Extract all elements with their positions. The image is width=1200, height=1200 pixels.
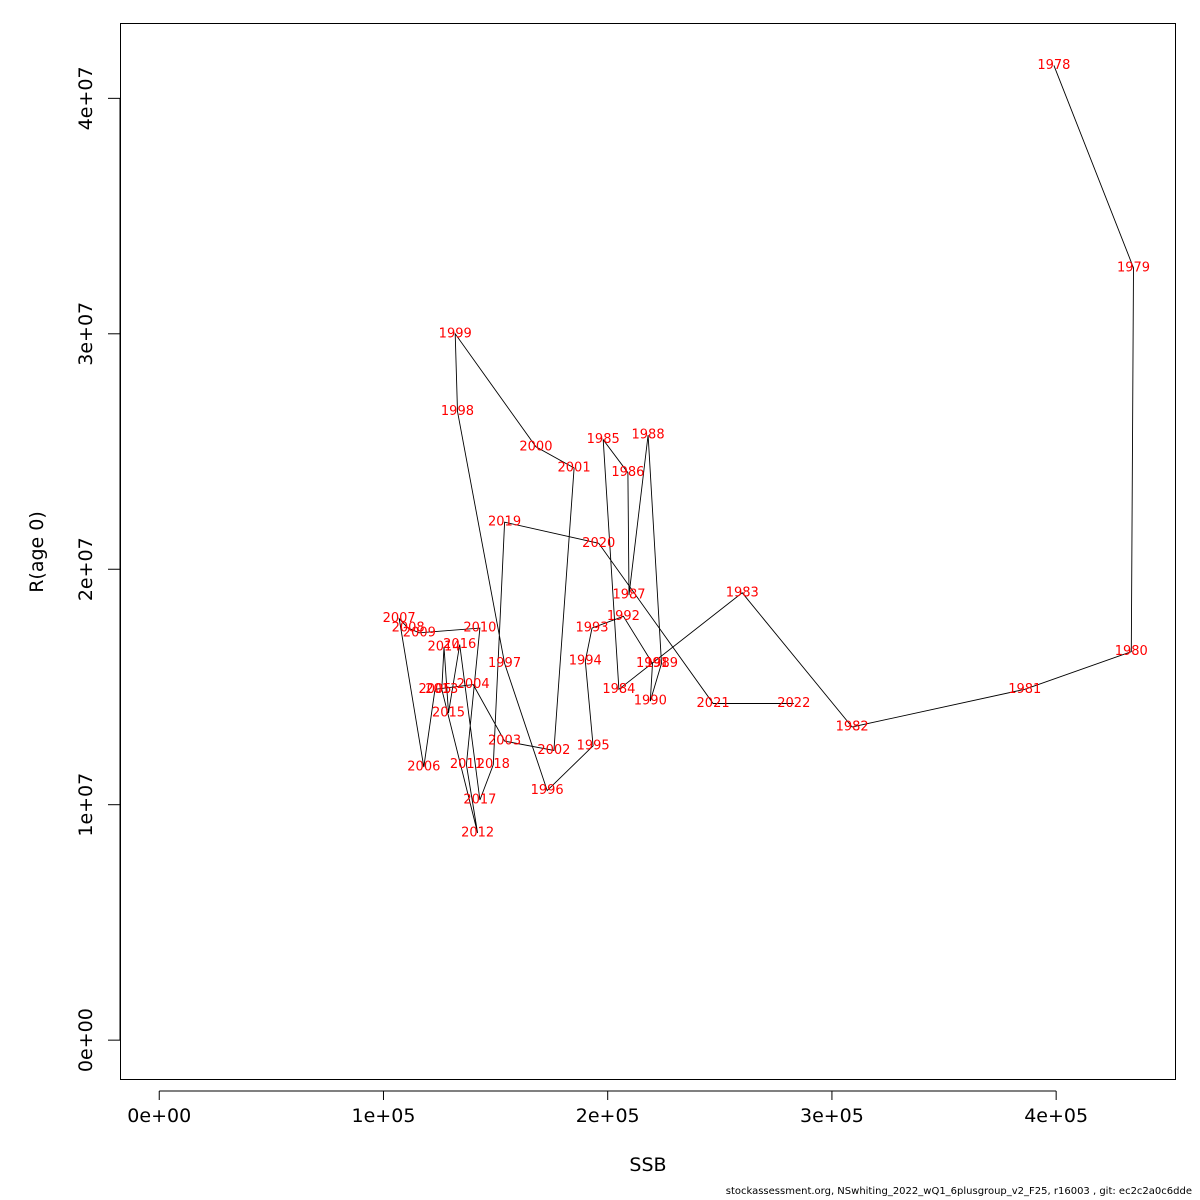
y-axis: 0e+00 1e+07 2e+07 3e+07 4e+07: [75, 66, 121, 1072]
point-label-1986: 1986: [611, 465, 644, 480]
point-label-1996: 1996: [531, 783, 564, 798]
y-tick-label: 3e+07: [75, 302, 97, 366]
x-axis-title: SSB: [629, 1154, 666, 1176]
point-label-2017: 2017: [463, 792, 496, 807]
x-tick-label: 1e+05: [352, 1105, 416, 1127]
point-label-2022: 2022: [777, 696, 810, 711]
trajectory-line: [398, 65, 1134, 834]
point-label-2002: 2002: [537, 743, 570, 758]
point-label-2008: 2008: [392, 621, 425, 636]
point-label-1989: 1989: [645, 656, 678, 671]
x-tick-label: 3e+05: [800, 1105, 864, 1127]
point-label-2014: 2014: [427, 639, 460, 654]
point-label-1995: 1995: [577, 738, 610, 753]
point-label-1997: 1997: [488, 656, 521, 671]
point-label-2000: 2000: [519, 439, 552, 454]
point-label-2018: 2018: [477, 757, 510, 772]
x-axis: 0e+00 1e+05 2e+05 3e+05 4e+05: [127, 1090, 1088, 1127]
point-label-1991: 1991: [636, 656, 669, 671]
point-label-2006: 2006: [407, 760, 440, 775]
y-tick-label: 2e+07: [75, 537, 97, 601]
point-label-2021: 2021: [697, 696, 730, 711]
point-label-2012: 2012: [461, 825, 494, 840]
point-label-2004: 2004: [457, 677, 490, 692]
y-tick-label: 0e+00: [75, 1008, 97, 1072]
y-tick-label: 4e+07: [75, 66, 97, 130]
point-label-1987: 1987: [612, 588, 645, 603]
point-label-1981: 1981: [1008, 682, 1041, 697]
point-label-1988: 1988: [632, 428, 665, 443]
point-label-2003: 2003: [488, 734, 521, 749]
point-label-2001: 2001: [558, 461, 591, 476]
point-label-2020: 2020: [582, 536, 615, 551]
x-tick-label: 2e+05: [576, 1105, 640, 1127]
point-label-2019: 2019: [488, 515, 521, 530]
point-label-2007: 2007: [383, 611, 416, 626]
point-label-2013: 2013: [425, 682, 458, 697]
point-label-1990: 1990: [634, 694, 667, 709]
point-label-1994: 1994: [569, 654, 602, 669]
point-label-1984: 1984: [602, 682, 635, 697]
point-label-1979: 1979: [1117, 260, 1150, 275]
y-tick-label: 1e+07: [75, 773, 97, 837]
trajectory-series: [398, 65, 1134, 834]
point-label-1993: 1993: [575, 621, 608, 636]
y-axis-title: R(age 0): [26, 511, 48, 593]
footer-credit: stockassessment.org, NSwhiting_2022_wQ1_…: [725, 1186, 1192, 1197]
point-label-2015: 2015: [432, 705, 465, 720]
point-label-1983: 1983: [726, 585, 759, 600]
point-label-1982: 1982: [836, 720, 869, 735]
point-label-1978: 1978: [1037, 58, 1070, 73]
point-label-2010: 2010: [463, 621, 496, 636]
year-labels: 1978 1979 1980 1981 1982 1983 1984 1985 1986 1987…: [383, 58, 1150, 841]
point-label-1992: 1992: [607, 609, 640, 624]
point-label-2016: 2016: [443, 637, 476, 652]
point-label-1980: 1980: [1115, 644, 1148, 659]
plot-area-frame: [120, 23, 1176, 1080]
point-label-2011: 2011: [450, 757, 483, 772]
point-label-2005: 2005: [418, 682, 451, 697]
x-tick-label: 4e+05: [1024, 1105, 1088, 1127]
x-tick-label: 0e+00: [127, 1105, 191, 1127]
point-label-1998: 1998: [441, 404, 474, 419]
point-label-1999: 1999: [439, 326, 472, 341]
point-label-1985: 1985: [587, 432, 620, 447]
point-label-2009: 2009: [403, 625, 436, 640]
